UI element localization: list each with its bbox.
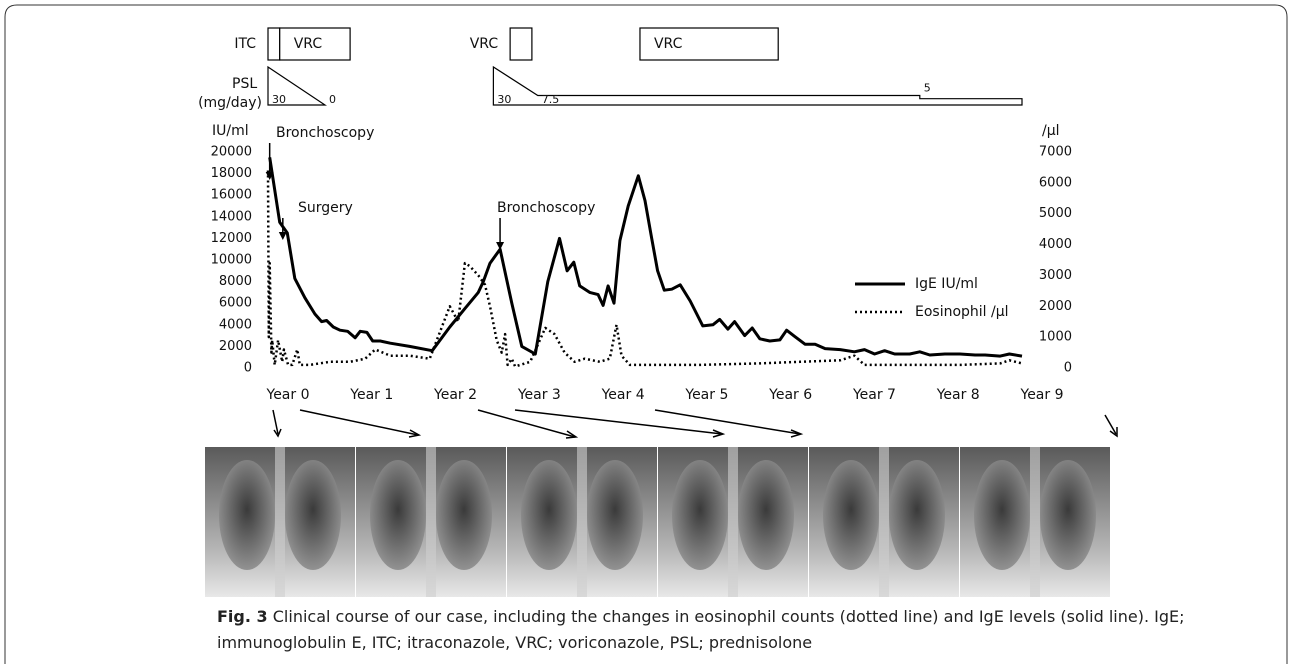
y-tick-label: 4000 [219,317,252,332]
spine [1030,447,1040,597]
treatment-label: VRC [294,36,323,52]
x-ray-image [356,447,506,597]
treatment-label: VRC [654,36,683,52]
spine [275,447,285,597]
series-line [270,157,1022,356]
spine [577,447,587,597]
treatment-bar [268,28,280,60]
figure-caption: Fig. 3 Clinical course of our case, incl… [217,604,1277,656]
treatment-bar [510,28,532,60]
x-ray-image [809,447,959,597]
x-ray-image [507,447,657,597]
annotation-text: Bronchoscopy [497,200,595,216]
lung [219,460,275,570]
x-tick-label: Year 4 [601,387,645,403]
lung [285,460,341,570]
legend-label: Eosinophil /µl [915,304,1009,320]
x-tick-label: Year 5 [684,387,728,403]
y2-tick-label: 6000 [1039,175,1072,190]
y2-tick-label: 3000 [1039,268,1072,283]
x-tick-label: Year 0 [266,387,310,403]
y-tick-label: 16000 [211,188,252,203]
y-tick-label: 14000 [211,209,252,224]
psl-dose-label: 0 [329,93,336,106]
psl-course [493,67,1022,105]
lung [521,460,577,570]
x-tick-label: Year 9 [1020,387,1064,403]
lung [823,460,879,570]
legend-label: IgE IU/ml [915,276,978,292]
y-tick-label: 8000 [219,274,252,289]
arrow-head [279,232,287,240]
lung [738,460,794,570]
y-tick-label: 18000 [211,166,252,181]
y-tick-label: 10000 [211,253,252,268]
psl-dose-label: 7.5 [542,93,560,106]
x-ray-image [960,447,1110,597]
y-tick-label: 20000 [211,145,252,160]
y-tick-label: 12000 [211,231,252,246]
y-tick-label: 6000 [219,296,252,311]
x-tick-label: Year 2 [433,387,477,403]
lung [889,460,945,570]
psl-unit: (mg/day) [198,95,262,111]
y2-axis-title: /µl [1042,123,1060,139]
x-tick-label: Year 3 [517,387,561,403]
lung [370,460,426,570]
x-ray-row [205,447,1110,597]
spine [728,447,738,597]
caption-label: Fig. 3 [217,607,268,626]
psl-dose-label: 5 [924,82,931,95]
lung [974,460,1030,570]
y-tick-label: 0 [244,361,252,376]
y-axis-title: IU/ml [212,123,249,139]
lung [436,460,492,570]
page: {"chart_data": {"type": "line", "x_axis_… [0,0,1292,664]
psl-dose-label: 30 [272,93,286,106]
arrow-head [496,242,504,250]
figure: IU/ml/µl02000400060008000100001200014000… [0,0,1292,664]
y2-tick-label: 4000 [1039,237,1072,252]
y2-tick-label: 2000 [1039,299,1072,314]
treatment-label: ITC [234,36,256,52]
spine [426,447,436,597]
treatment-label: VRC [470,36,499,52]
lung [1040,460,1096,570]
x-tick-label: Year 8 [936,387,980,403]
lung [672,460,728,570]
x-tick-label: Year 6 [768,387,812,403]
timeline-arrows [273,410,1117,438]
x-tick-label: Year 7 [852,387,896,403]
caption-text: Clinical course of our case, including t… [217,607,1185,652]
spine [879,447,889,597]
y-tick-label: 2000 [219,339,252,354]
x-ray-image [658,447,808,597]
annotation-text: Surgery [298,200,353,216]
annotation-text: Bronchoscopy [276,125,374,141]
x-ray-image [205,447,355,597]
y2-tick-label: 5000 [1039,206,1072,221]
y2-tick-label: 0 [1064,361,1072,376]
psl-label: PSL [232,76,257,92]
y2-tick-label: 1000 [1039,330,1072,345]
y2-tick-label: 7000 [1039,145,1072,160]
x-tick-label: Year 1 [349,387,393,403]
lung [587,460,643,570]
psl-dose-label: 30 [497,93,511,106]
